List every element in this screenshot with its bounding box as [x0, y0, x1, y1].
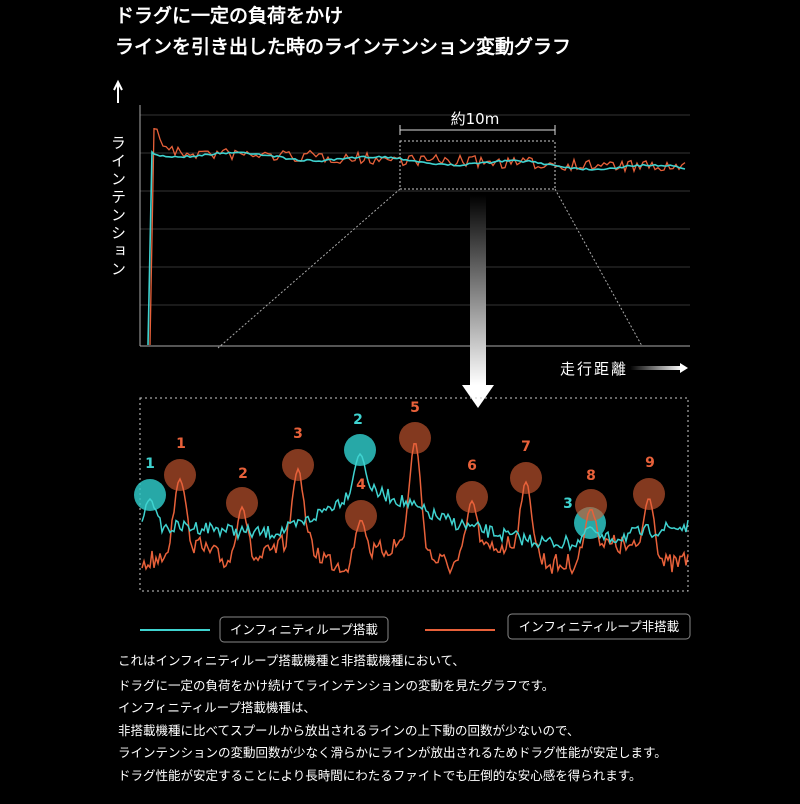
peak-marker — [510, 462, 542, 494]
x-axis-label: 走行距離 — [560, 360, 628, 378]
top-line-without — [149, 127, 686, 346]
peak-marker — [345, 500, 377, 532]
zoom-box — [399, 140, 556, 190]
top-line-with — [147, 150, 686, 346]
peak-label: 9 — [645, 455, 655, 471]
zoom-arrow — [470, 195, 486, 385]
description-line: 非搭載機種に比べてスプールから放出されるラインの上下動の回数が少ないので、 — [118, 723, 580, 738]
peak-label: 8 — [586, 468, 596, 484]
peak-marker — [633, 478, 665, 510]
peak-label: 1 — [176, 436, 186, 452]
legend-label: インフィニティループ非搭載 — [519, 619, 680, 634]
description-line: これはインフィニティループ搭載機種と非搭載機種において、 — [118, 653, 465, 668]
peak-marker — [344, 434, 376, 466]
peak-marker — [164, 459, 196, 491]
peak-label: 5 — [410, 400, 420, 416]
peak-label: 6 — [467, 458, 477, 474]
peak-label: 1 — [145, 456, 155, 472]
description-line: ドラグ性能が安定することにより長時間にわたるファイトでも圧倒的な安心感を得られま… — [118, 768, 642, 783]
peak-marker — [399, 422, 431, 454]
peak-marker — [456, 481, 488, 513]
legend-label: インフィニティループ搭載 — [230, 622, 378, 637]
title-line: ラインを引き出した時のラインテンション変動グラフ — [115, 35, 571, 58]
description-line: ドラグに一定の負荷をかけ続けてラインテンションの変動を見たグラフです。 — [118, 678, 554, 693]
peak-label: 4 — [356, 477, 366, 493]
detail-line-with — [141, 452, 689, 552]
description-line: ラインテンションの変動回数が少なく滑らかにラインが放出されるためドラグ性能が安定… — [118, 745, 667, 760]
span-bracket — [399, 125, 556, 135]
grid — [140, 114, 690, 306]
peak-label: 3 — [563, 496, 573, 512]
legend-box — [507, 613, 691, 640]
peak-marker — [226, 487, 258, 519]
title-line: ドラグに一定の負荷をかけ — [115, 4, 343, 27]
description-line: インフィニティループ搭載機種は、 — [118, 700, 316, 715]
legend-box — [219, 616, 389, 643]
span-label: 約10m — [451, 110, 500, 128]
peak-marker — [134, 479, 166, 511]
peak-label: 2 — [238, 466, 248, 482]
axis-arrow — [630, 366, 682, 370]
peak-marker — [575, 489, 607, 521]
detail-line-without — [141, 443, 689, 576]
peak-label: 2 — [353, 412, 363, 428]
peak-label: 7 — [521, 439, 531, 455]
y-axis-label: ラインテンション — [109, 135, 127, 279]
peak-marker — [282, 449, 314, 481]
axis-arrow — [113, 79, 123, 103]
axis-arrow-head — [680, 363, 688, 373]
peak-label: 3 — [293, 426, 303, 442]
zoom-arrow-head — [462, 385, 494, 408]
zoom-lines — [217, 188, 643, 349]
